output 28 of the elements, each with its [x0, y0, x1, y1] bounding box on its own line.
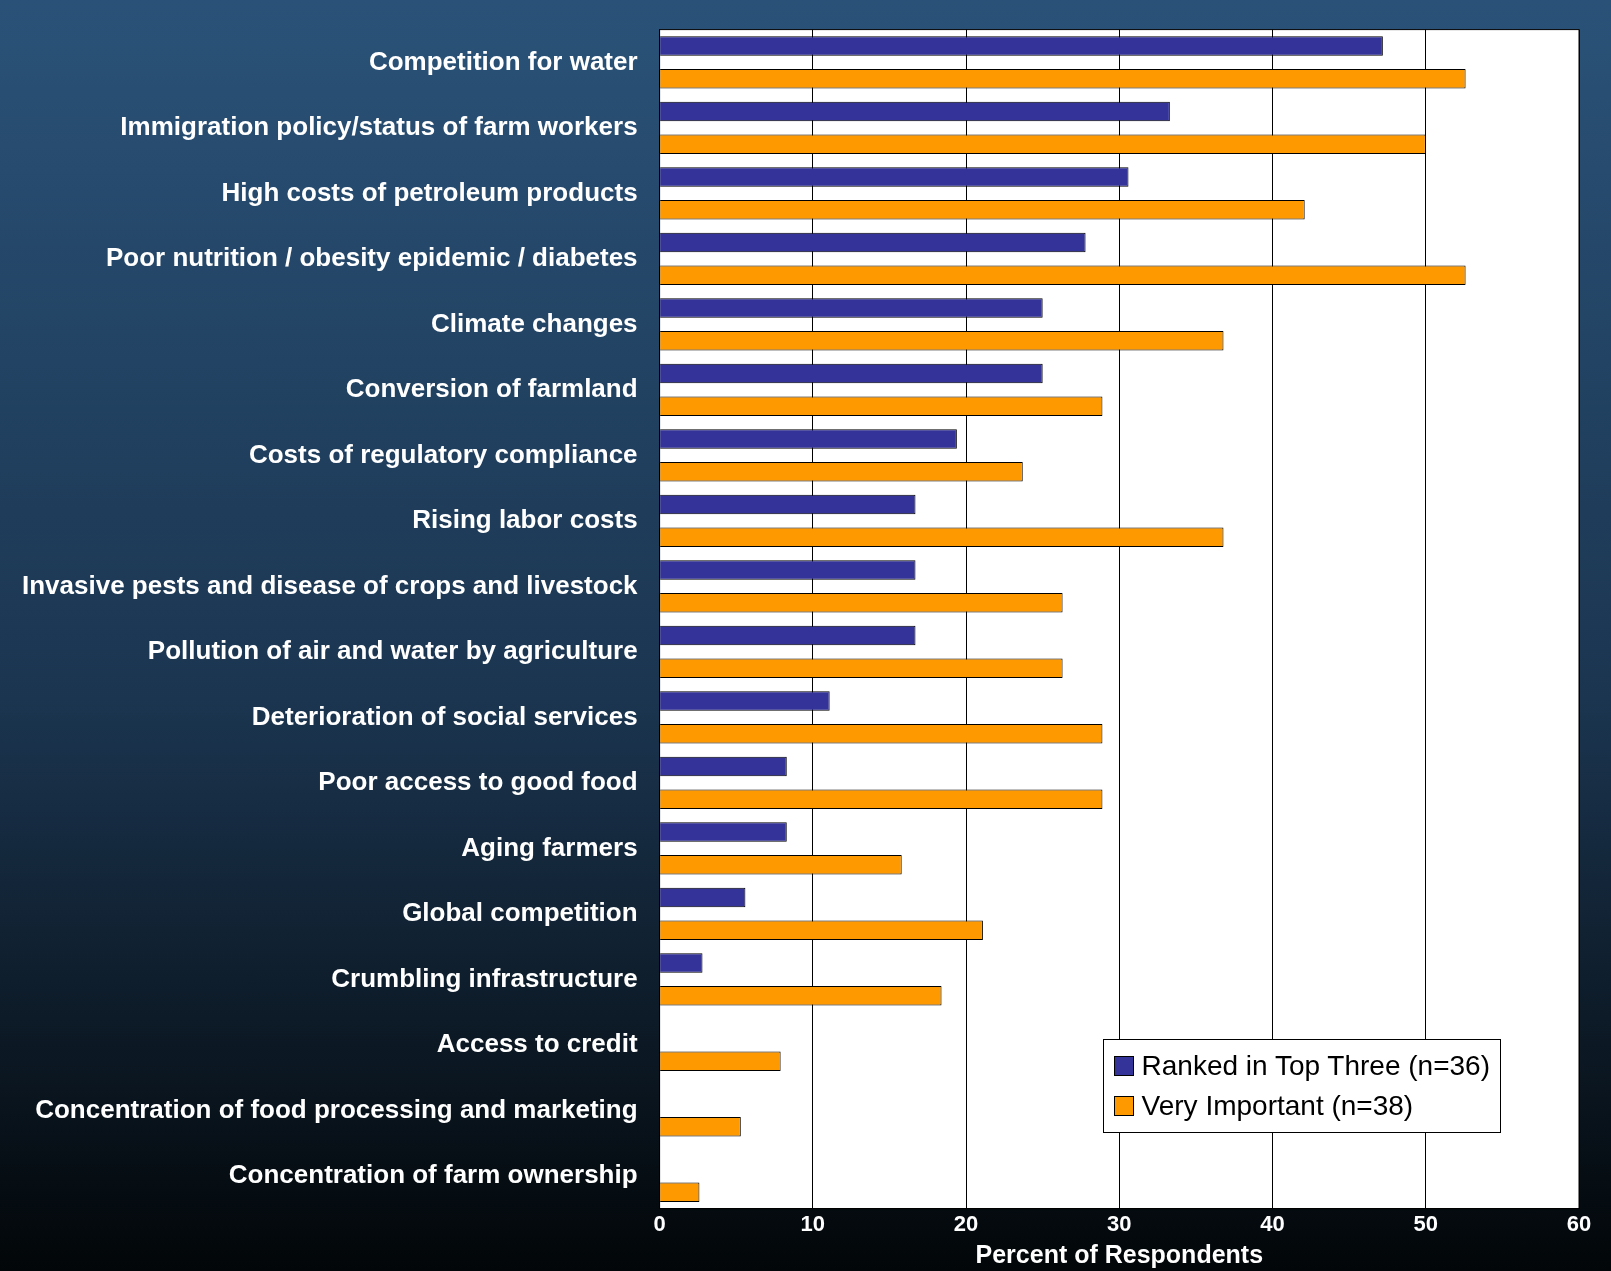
y-tick-label: Pollution of air and water by agriculture	[147, 635, 638, 666]
y-tick-label: Access to credit	[436, 1028, 638, 1059]
y-tick-label: Deterioration of social services	[251, 700, 638, 731]
y-tick-label: Costs of regulatory compliance	[248, 438, 638, 469]
y-tick-label: Crumbling infrastructure	[331, 962, 638, 993]
y-tick-label: High costs of petroleum products	[221, 176, 638, 207]
y-tick-label: Concentration of farm ownership	[228, 1159, 638, 1190]
y-tick-label: Climate changes	[430, 307, 638, 338]
x-tick-label: 40	[1260, 1210, 1285, 1236]
x-tick-label: 30	[1107, 1210, 1132, 1236]
x-tick-label: 20	[953, 1210, 979, 1236]
x-tick-label: 50	[1413, 1210, 1439, 1236]
y-tick-label: Poor nutrition / obesity epidemic / diabetes	[105, 242, 638, 273]
y-tick-label: Aging farmers	[461, 831, 638, 862]
y-tick-label: Rising labor costs	[412, 504, 638, 535]
y-tick-label: Conversion of farmland	[345, 373, 638, 404]
x-axis-title: Percent of Respondents	[975, 1239, 1264, 1268]
y-tick-label: Invasive pests and disease of crops and livestock	[21, 569, 639, 600]
y-tick-label: Global competition	[402, 897, 638, 928]
x-tick-label: 60	[1566, 1210, 1592, 1236]
legend-label: Ranked in Top Three (n=36)	[1141, 1048, 1490, 1083]
legend-label: Very Important (n=38)	[1141, 1088, 1414, 1123]
x-tick-label: 0	[653, 1210, 666, 1236]
y-tick-label: Immigration policy/status of farm workers	[120, 111, 638, 142]
y-tick-label: Poor access to good food	[318, 766, 638, 797]
x-tick-label: 10	[800, 1210, 826, 1236]
y-tick-label: Concentration of food processing and marketing	[35, 1093, 638, 1124]
y-tick-label: Competition for water	[368, 45, 638, 76]
